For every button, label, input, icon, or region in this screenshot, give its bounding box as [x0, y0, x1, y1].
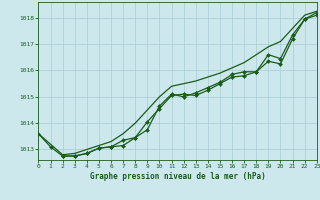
X-axis label: Graphe pression niveau de la mer (hPa): Graphe pression niveau de la mer (hPa) [90, 172, 266, 181]
